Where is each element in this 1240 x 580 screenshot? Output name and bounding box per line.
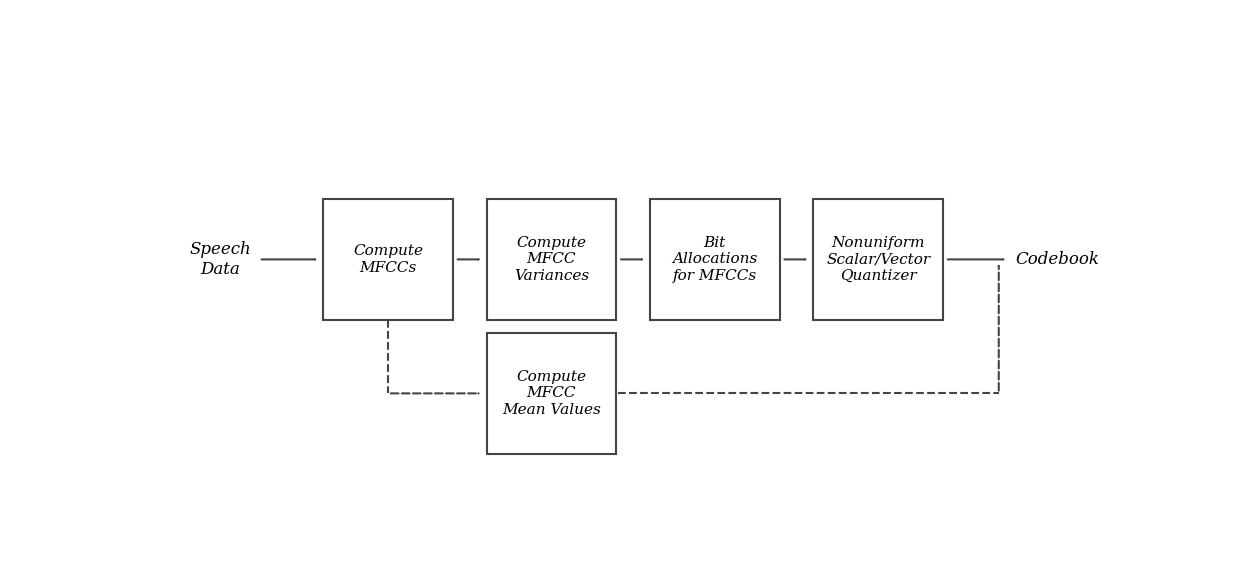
Text: Compute
MFCC
Mean Values: Compute MFCC Mean Values	[502, 370, 601, 416]
Text: Speech
Data: Speech Data	[190, 241, 252, 278]
Text: Compute
MFCC
Variances: Compute MFCC Variances	[513, 236, 589, 282]
Bar	[486, 199, 616, 320]
Bar	[486, 333, 616, 454]
Text: Compute
MFCCs: Compute MFCCs	[353, 244, 423, 274]
Bar	[650, 199, 780, 320]
Bar	[813, 199, 944, 320]
Bar	[324, 199, 453, 320]
Text: Nonuniform
Scalar/Vector
Quantizer: Nonuniform Scalar/Vector Quantizer	[826, 236, 930, 282]
Text: Bit
Allocations
for MFCCs: Bit Allocations for MFCCs	[672, 236, 758, 282]
Text: Codebook: Codebook	[1016, 251, 1099, 268]
